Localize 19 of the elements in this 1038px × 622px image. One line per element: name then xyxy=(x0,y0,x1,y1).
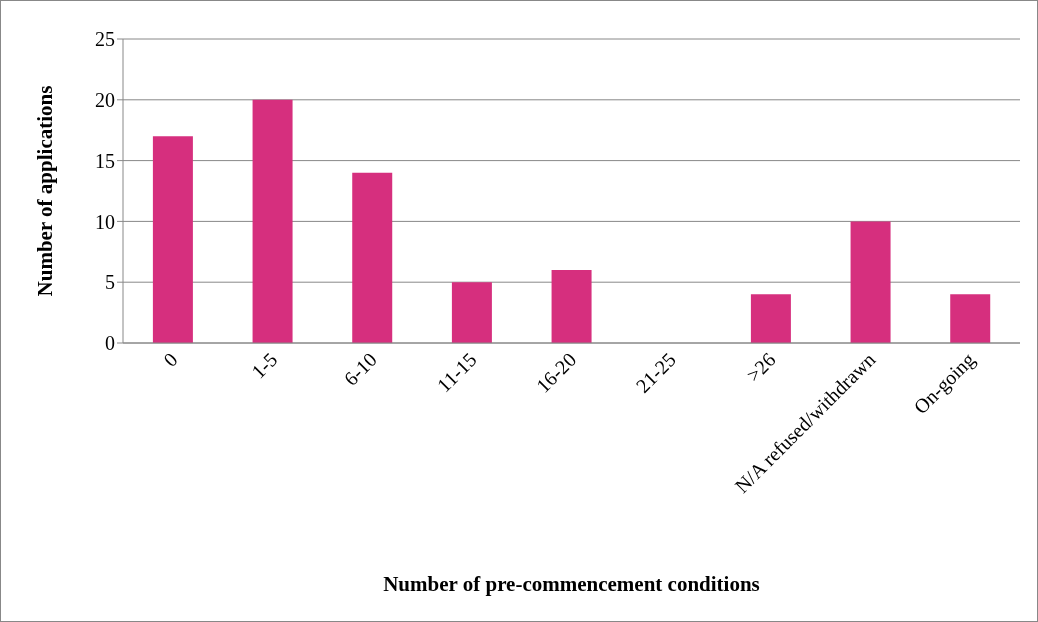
y-tick-label: 20 xyxy=(95,88,115,111)
bar xyxy=(950,294,991,343)
y-tick-label: 25 xyxy=(95,28,115,51)
bar xyxy=(850,221,891,343)
bar xyxy=(252,99,293,343)
x-tick-label: 0 xyxy=(159,348,182,371)
y-tick-label: 15 xyxy=(95,149,115,172)
bar xyxy=(451,282,492,343)
x-tick-label: 1-5 xyxy=(246,348,282,383)
bar xyxy=(152,136,193,343)
bar xyxy=(750,294,791,343)
y-tick-label: 0 xyxy=(105,332,115,355)
bar xyxy=(352,172,393,343)
y-tick-label: 10 xyxy=(95,210,115,233)
bar xyxy=(551,270,592,343)
x-tick-label: 6-10 xyxy=(339,348,381,390)
x-axis-title: Number of pre-commencement conditions xyxy=(383,572,760,596)
y-tick-label: 5 xyxy=(105,271,115,294)
y-axis-title: Number of applications xyxy=(33,85,58,297)
